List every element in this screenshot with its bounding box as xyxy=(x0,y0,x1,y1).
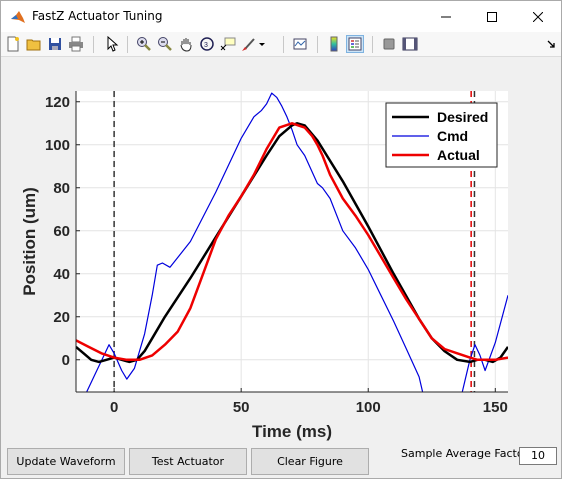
brush-dropdown-button[interactable] xyxy=(257,35,267,53)
maximize-button[interactable] xyxy=(469,1,515,32)
data-cursor-icon xyxy=(220,37,236,51)
plot-tools-hide-button[interactable] xyxy=(380,35,398,53)
pan-button[interactable] xyxy=(177,35,195,53)
toolbar-separator xyxy=(317,36,318,53)
close-icon xyxy=(533,11,543,22)
zoom-out-icon xyxy=(158,37,172,51)
close-button[interactable] xyxy=(515,1,561,32)
toolbar-separator xyxy=(372,36,373,53)
legend-icon xyxy=(348,37,362,51)
position-chart[interactable]: 0 50 100 150 0 20 40 60 80 100 120 Time (ms) Positio… xyxy=(1,58,561,444)
y-tick-label: 0 xyxy=(62,352,70,369)
legend-box xyxy=(385,102,498,168)
y-tick-label: 60 xyxy=(53,223,70,240)
dock-arrow-icon xyxy=(547,40,555,48)
svg-text:3: 3 xyxy=(204,42,208,49)
open-file-button[interactable] xyxy=(25,35,43,53)
minimize-icon xyxy=(441,16,451,17)
link-plot-icon xyxy=(293,38,307,50)
series-line-actual xyxy=(76,122,508,362)
new-figure-button[interactable] xyxy=(4,35,22,53)
brush-button[interactable] xyxy=(240,35,258,53)
y-tick-label: 120 xyxy=(45,94,70,111)
legend-label-cmd: Cmd xyxy=(437,128,468,144)
print-icon xyxy=(69,36,83,52)
pointer-button[interactable] xyxy=(103,35,121,53)
x-tick-label: 100 xyxy=(356,399,381,416)
rotate-3d-button[interactable]: 3 xyxy=(198,35,216,53)
plot-tools-hide-icon xyxy=(383,38,395,50)
y-tick-label: 20 xyxy=(53,309,70,326)
test-actuator-button[interactable]: Test Actuator xyxy=(129,448,247,475)
toolbar-separator xyxy=(283,36,284,53)
plot-tools-show-icon xyxy=(402,37,418,51)
open-file-icon xyxy=(26,39,41,51)
colorbar-icon xyxy=(330,36,338,52)
y-tick-label: 100 xyxy=(45,137,70,154)
figure-toolbar: 3 xyxy=(1,32,561,57)
dock-button[interactable] xyxy=(545,35,557,53)
brush-dropdown-icon xyxy=(259,43,265,46)
legend-label-desired: Desired xyxy=(437,109,488,125)
save-button[interactable] xyxy=(46,35,64,53)
sample-average-input[interactable]: 10 xyxy=(519,447,557,465)
rotate-3d-icon: 3 xyxy=(200,37,214,51)
pointer-icon xyxy=(107,36,119,52)
colorbar-button[interactable] xyxy=(325,35,343,53)
new-figure-icon xyxy=(7,36,19,52)
maximize-icon xyxy=(487,11,497,22)
link-plot-button[interactable] xyxy=(291,35,309,53)
plot-area: 0 50 100 150 0 20 40 60 80 100 120 Time (ms) Positio… xyxy=(1,58,561,444)
data-cursor-button[interactable] xyxy=(219,35,237,53)
brush-icon xyxy=(242,38,255,51)
x-tick-label: 0 xyxy=(110,399,118,416)
sample-average-label: Sample Average Factor xyxy=(401,447,529,460)
x-axis-label: Time (ms) xyxy=(252,422,332,441)
series-line-cmd xyxy=(85,92,508,392)
x-tick-label: 50 xyxy=(233,399,250,416)
zoom-in-button[interactable] xyxy=(135,35,153,53)
x-tick-label: 150 xyxy=(483,399,508,416)
window-title: FastZ Actuator Tuning xyxy=(32,9,163,23)
minimize-button[interactable] xyxy=(423,1,469,32)
toolbar-separator xyxy=(127,36,128,53)
y-tick-label: 40 xyxy=(53,266,70,283)
update-waveform-button[interactable]: Update Waveform xyxy=(7,448,125,475)
print-button[interactable] xyxy=(67,35,85,53)
y-axis-label: Position (um) xyxy=(20,187,39,296)
legend-button[interactable] xyxy=(346,35,364,53)
pan-icon xyxy=(180,38,192,52)
y-tick-label: 80 xyxy=(53,180,70,197)
clear-figure-button[interactable]: Clear Figure xyxy=(251,448,369,475)
save-icon xyxy=(49,38,61,50)
zoom-out-button[interactable] xyxy=(156,35,174,53)
title-bar: FastZ Actuator Tuning xyxy=(1,1,561,32)
matlab-app-icon xyxy=(11,11,25,23)
zoom-in-icon xyxy=(137,37,151,51)
toolbar-separator xyxy=(93,36,94,53)
plot-tools-show-button[interactable] xyxy=(401,35,419,53)
legend-label-actual: Actual xyxy=(437,147,480,163)
